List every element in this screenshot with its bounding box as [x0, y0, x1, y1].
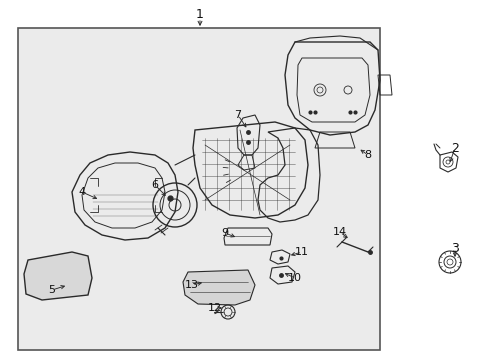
- Text: 3: 3: [451, 242, 459, 255]
- Polygon shape: [24, 252, 92, 300]
- Text: 4: 4: [78, 187, 86, 197]
- Text: 10: 10: [288, 273, 302, 283]
- Text: 6: 6: [151, 180, 158, 190]
- Text: 12: 12: [208, 303, 222, 313]
- Text: 13: 13: [185, 280, 199, 290]
- Text: 1: 1: [196, 8, 204, 21]
- Polygon shape: [183, 270, 255, 305]
- Text: 7: 7: [234, 110, 242, 120]
- Text: 9: 9: [221, 228, 228, 238]
- Text: 5: 5: [49, 285, 55, 295]
- Text: 14: 14: [333, 227, 347, 237]
- Text: 11: 11: [295, 247, 309, 257]
- Text: 8: 8: [365, 150, 371, 160]
- Text: 2: 2: [451, 141, 459, 154]
- FancyBboxPatch shape: [18, 28, 380, 350]
